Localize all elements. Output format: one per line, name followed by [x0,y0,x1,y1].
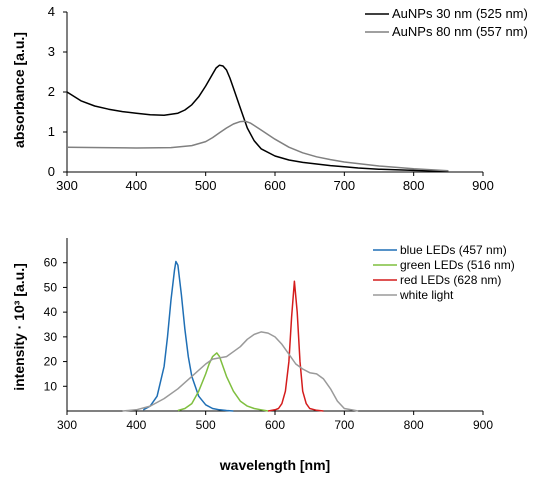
x-tick-label: 600 [264,178,286,193]
y-tick-label: 40 [44,305,58,319]
y-tick-label: 20 [44,355,58,369]
x-tick-label: 800 [404,418,424,432]
series-line-green-leds-516-nm [177,352,269,412]
x-tick-label: 800 [403,178,425,193]
series-lines-intensity [122,260,359,412]
legend-intensity: blue LEDs (457 nm)green LEDs (516 nm)red… [373,243,515,302]
legend-label: white light [399,288,454,302]
y-tick-label: 3 [48,44,55,59]
y-tick-label: 2 [48,84,55,99]
x-tick-label: 500 [195,178,217,193]
x-tick-label: 300 [56,178,78,193]
series-line-aunps-80-nm-557-nm [66,120,449,172]
x-tick-label: 700 [334,418,354,432]
x-tick-label: 700 [333,178,355,193]
y-tick-label: 30 [44,330,58,344]
x-axis-label-wavelength: wavelength [nm] [219,457,330,473]
x-tick-label: 900 [472,178,494,193]
x-tick-label: 400 [126,418,146,432]
intensity-chart: intensity · 10³ [a.u.] 300 400 500 600 700 80… [11,238,515,473]
y-axis-label-absorbance: absorbance [a.u.] [11,32,27,148]
legend-absorbance: AuNPs 30 nm (525 nm) AuNPs 80 nm (557 nm) [365,6,528,39]
series-line-aunps-30-nm-525-nm [66,64,449,172]
legend-label: AuNPs 30 nm (525 nm) [392,6,528,21]
y-tick-label: 60 [44,256,58,270]
absorbance-chart: absorbance [a.u.] 300 400 500 600 700 800 900 0… [11,4,528,193]
legend-label: green LEDs (516 nm) [400,258,515,272]
y-tick-label: 10 [44,379,58,393]
series-line-blue-leds-457-nm [142,260,234,412]
y-tick-label: 4 [48,4,55,19]
series-line-white-light [122,331,359,412]
x-tick-label: 500 [196,418,216,432]
x-tick-label: 400 [125,178,147,193]
series-lines-absorbance [66,64,449,172]
legend-label: red LEDs (628 nm) [400,273,501,287]
y-tick-label: 0 [48,164,55,179]
legend-label: blue LEDs (457 nm) [400,243,507,257]
series-line-red-leds-628-nm [267,280,324,412]
y-tick-label: 50 [44,280,58,294]
y-tick-label: 1 [48,124,55,139]
ticks-intensity: 300 400 500 600 700 800 900 10 20 30 40 50 60 [44,256,494,432]
y-axis-label-intensity: intensity · 10³ [a.u.] [11,263,27,391]
legend-label: AuNPs 80 nm (557 nm) [392,24,528,39]
x-tick-label: 300 [57,418,77,432]
ticks-absorbance: 300 400 500 600 700 800 900 0 1 2 3 4 [48,4,494,193]
x-tick-label: 900 [473,418,493,432]
x-tick-label: 600 [265,418,285,432]
